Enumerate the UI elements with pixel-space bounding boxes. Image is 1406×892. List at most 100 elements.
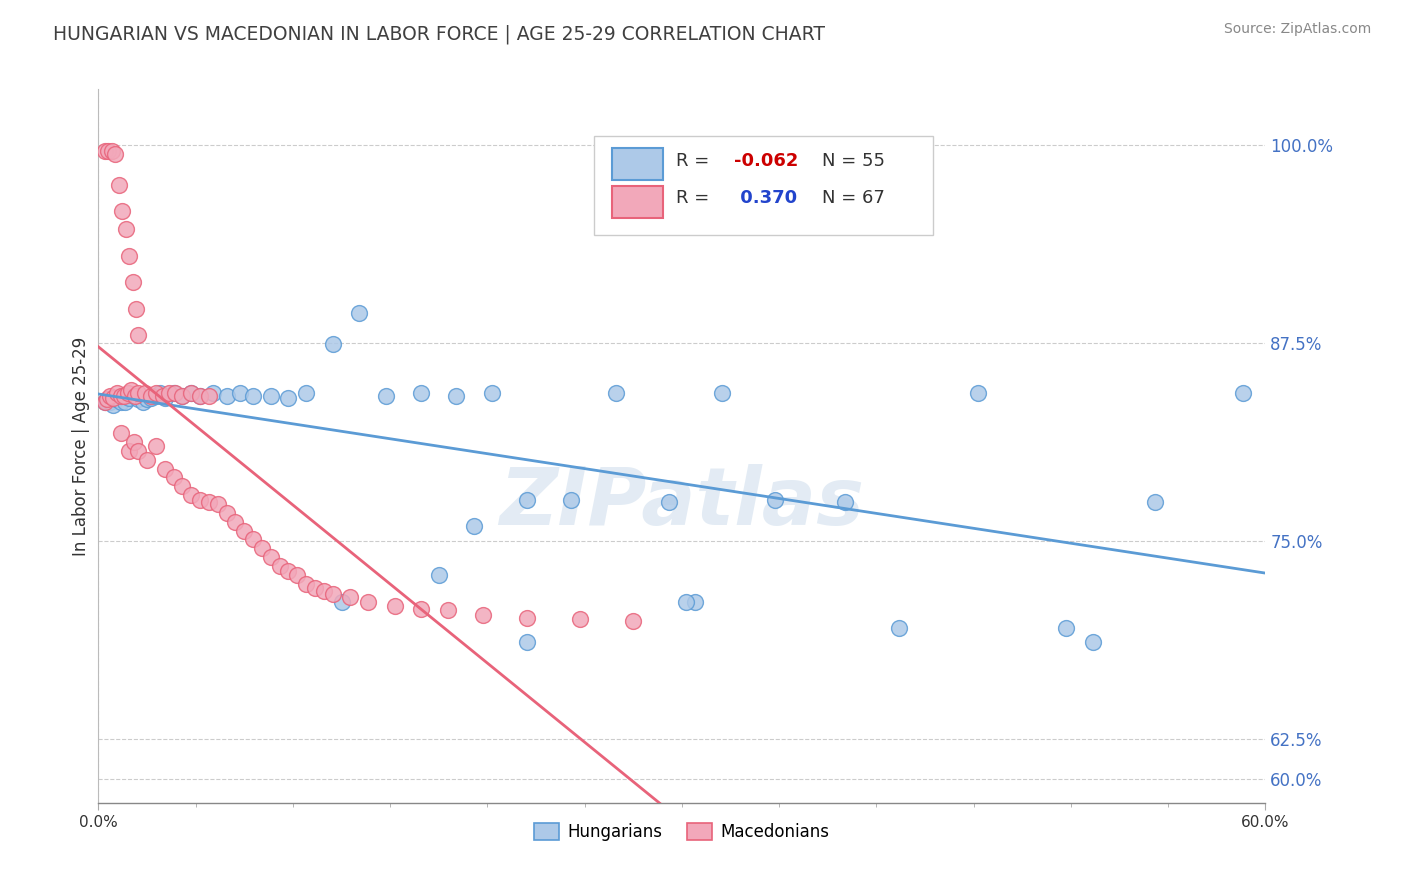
Point — [357, 594, 380, 608]
Point — [96, 392, 118, 407]
Point — [834, 495, 856, 509]
Point — [569, 612, 592, 626]
Point — [120, 384, 142, 398]
Point — [436, 603, 458, 617]
Point — [122, 389, 145, 403]
Point — [153, 391, 176, 405]
Text: -0.062: -0.062 — [734, 152, 799, 169]
Point — [411, 386, 433, 401]
Point — [198, 389, 221, 403]
Point — [110, 425, 132, 440]
FancyBboxPatch shape — [612, 148, 664, 180]
Point — [103, 398, 125, 412]
Text: R =: R = — [676, 152, 716, 169]
Text: R =: R = — [676, 189, 716, 207]
Point — [98, 395, 121, 409]
Point — [427, 568, 450, 582]
Point — [967, 386, 990, 401]
Point — [207, 497, 229, 511]
Text: N = 67: N = 67 — [823, 189, 884, 207]
Point — [152, 389, 174, 403]
Point — [285, 568, 308, 582]
Point — [141, 389, 163, 403]
Point — [122, 434, 145, 449]
Point — [188, 389, 211, 403]
Point — [127, 443, 149, 458]
Point — [111, 204, 134, 219]
Point — [97, 144, 120, 158]
Text: N = 55: N = 55 — [823, 152, 884, 169]
Point — [277, 391, 299, 405]
Point — [100, 144, 122, 158]
Point — [153, 461, 176, 475]
Point — [162, 386, 184, 401]
Point — [188, 492, 211, 507]
Point — [131, 395, 153, 409]
Point — [1081, 634, 1104, 648]
Point — [374, 389, 396, 403]
Point — [112, 389, 135, 403]
Point — [122, 275, 145, 289]
Point — [710, 386, 733, 401]
Legend: Hungarians, Macedonians: Hungarians, Macedonians — [527, 816, 837, 848]
Point — [125, 301, 148, 316]
Text: Source: ZipAtlas.com: Source: ZipAtlas.com — [1223, 22, 1371, 37]
Point — [127, 386, 149, 401]
Point — [229, 386, 252, 401]
Point — [145, 439, 167, 453]
Point — [127, 328, 149, 343]
Point — [136, 392, 159, 407]
Point — [93, 144, 115, 158]
Point — [312, 583, 335, 598]
Point — [110, 389, 132, 403]
Point — [127, 392, 149, 407]
Point — [180, 488, 202, 502]
Point — [118, 249, 141, 263]
Point — [304, 582, 326, 596]
Point — [172, 479, 194, 493]
Point — [763, 492, 786, 507]
Point — [347, 306, 370, 320]
Point — [172, 389, 194, 403]
Point — [1232, 386, 1254, 401]
Point — [98, 389, 121, 403]
Point — [104, 146, 127, 161]
Point — [384, 599, 406, 613]
Point — [198, 495, 221, 509]
Point — [93, 395, 115, 409]
Point — [215, 389, 238, 403]
Point — [141, 391, 163, 405]
Text: HUNGARIAN VS MACEDONIAN IN LABOR FORCE | AGE 25-29 CORRELATION CHART: HUNGARIAN VS MACEDONIAN IN LABOR FORCE |… — [53, 25, 825, 45]
Point — [242, 389, 264, 403]
Point — [124, 389, 146, 403]
Point — [118, 443, 141, 458]
Point — [295, 577, 318, 591]
Y-axis label: In Labor Force | Age 25-29: In Labor Force | Age 25-29 — [72, 336, 90, 556]
Point — [322, 337, 344, 351]
Point — [295, 386, 318, 401]
Point — [172, 389, 194, 403]
Point — [887, 621, 910, 635]
Point — [560, 492, 582, 507]
Point — [463, 519, 485, 533]
Point — [516, 634, 538, 648]
Point — [277, 564, 299, 578]
Point — [411, 601, 433, 615]
Point — [269, 559, 291, 574]
Point — [683, 594, 706, 608]
Point — [481, 386, 503, 401]
Point — [180, 386, 202, 401]
Point — [516, 492, 538, 507]
Point — [110, 395, 132, 409]
Point — [215, 506, 238, 520]
Point — [180, 386, 202, 401]
Point — [658, 495, 681, 509]
Point — [605, 386, 627, 401]
Point — [260, 389, 283, 403]
Point — [250, 541, 273, 556]
Point — [145, 389, 167, 403]
Point — [233, 524, 256, 538]
Point — [105, 386, 128, 401]
FancyBboxPatch shape — [595, 136, 932, 235]
Point — [188, 389, 211, 403]
